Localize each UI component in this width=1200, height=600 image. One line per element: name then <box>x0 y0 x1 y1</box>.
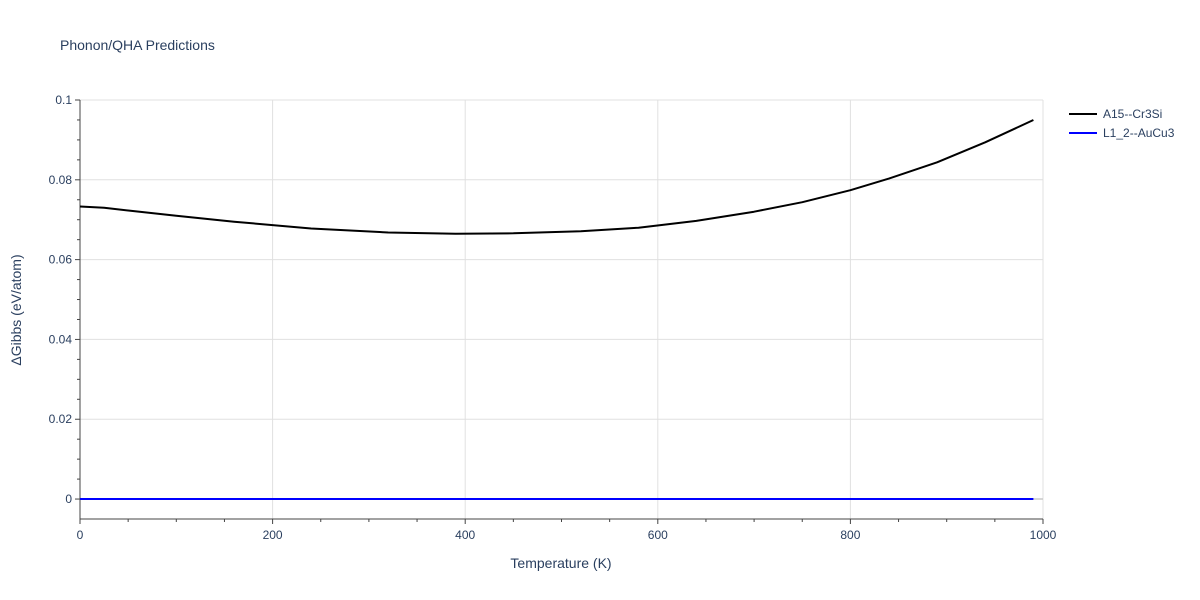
y-tick-label: 0.08 <box>49 173 73 187</box>
y-axis-title: ΔGibbs (eV/atom) <box>8 254 24 365</box>
series-lines <box>79 119 1034 500</box>
grid <box>80 99 1044 519</box>
axes: 0 200 400 600 800 1000 0 0.02 0.04 0.06 0.08 0.1 <box>49 93 1057 542</box>
x-tick-label: 0 <box>77 528 84 542</box>
x-tick-label: 1000 <box>1030 528 1057 542</box>
y-tick-label: 0 <box>65 492 72 506</box>
y-tick-label: 0.06 <box>49 253 73 267</box>
x-tick-label: 200 <box>263 528 283 542</box>
legend: A15--Cr3Si L1_2--AuCu3 <box>1069 107 1175 140</box>
chart-title: Phonon/QHA Predictions <box>60 37 215 53</box>
y-tick-label: 0.1 <box>55 93 72 107</box>
legend-label: A15--Cr3Si <box>1103 107 1162 121</box>
y-tick-label: 0.04 <box>49 332 73 346</box>
x-axis-title: Temperature (K) <box>510 555 611 571</box>
x-tick-label: 400 <box>455 528 475 542</box>
x-tick-label: 800 <box>840 528 860 542</box>
x-tick-label: 600 <box>648 528 668 542</box>
series-line-1 <box>79 119 1034 235</box>
y-tick-label: 0.02 <box>49 412 73 426</box>
legend-label: L1_2--AuCu3 <box>1103 126 1175 140</box>
